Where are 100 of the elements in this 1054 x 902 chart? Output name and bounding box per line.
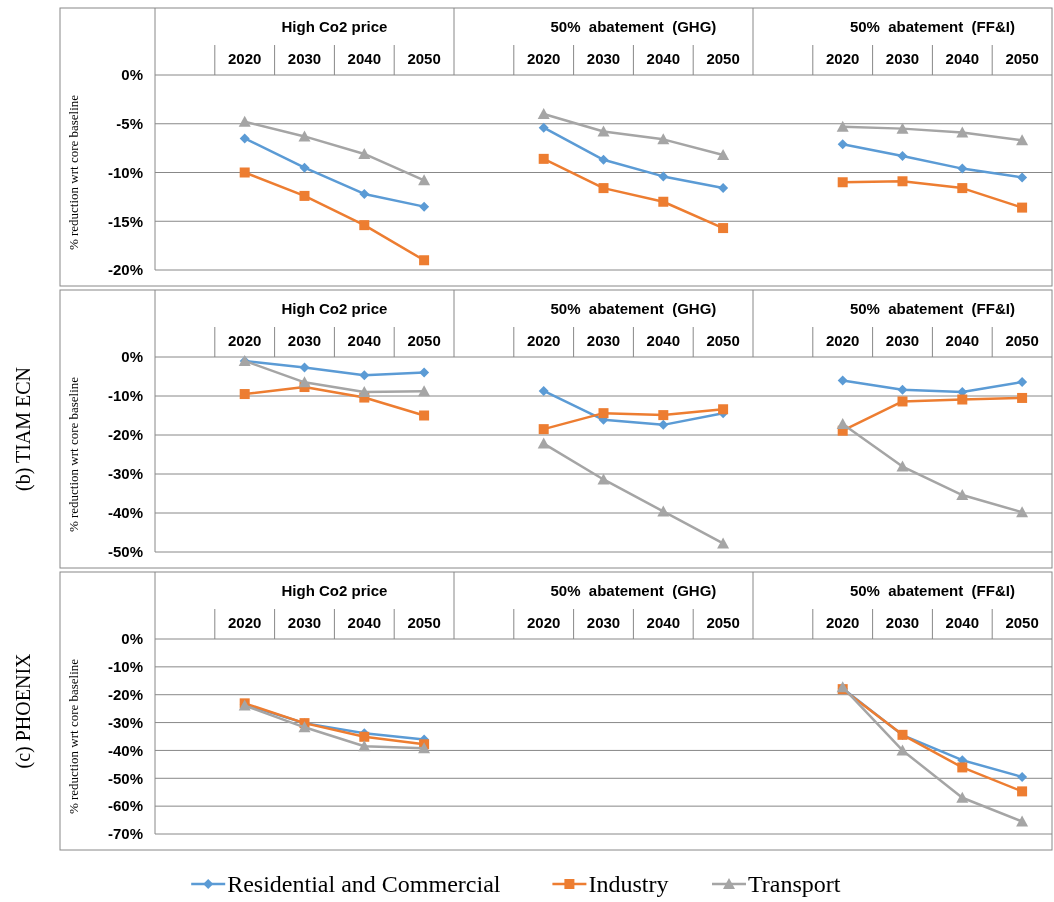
point [957, 183, 968, 194]
x-tick-label: 2030 [885, 332, 920, 349]
text: 50% abatement (FF&I) [849, 582, 1015, 599]
point [658, 196, 669, 207]
point [358, 386, 371, 398]
point [358, 147, 371, 159]
point [418, 742, 431, 754]
point [598, 154, 609, 165]
legend-label: Industry [588, 871, 669, 898]
point [957, 762, 968, 773]
point [718, 223, 729, 234]
y-tick-label: -60% [107, 797, 143, 815]
y-tick-label: -30% [107, 713, 143, 731]
x-tick-label: 2030 [287, 50, 322, 67]
y-tick-label: -5% [116, 115, 143, 132]
point [418, 174, 431, 186]
point [657, 133, 670, 145]
x-tick-label: 2040 [347, 50, 381, 67]
y-tick-label: -30% [107, 465, 143, 483]
point [897, 384, 908, 395]
point [359, 220, 370, 231]
point [419, 410, 430, 421]
point [418, 385, 431, 397]
text: (b) TIAM ECN [12, 366, 35, 492]
point [299, 362, 310, 373]
legend-label: Residential and Commercial [227, 871, 501, 898]
x-tick-label: 2050 [407, 50, 441, 67]
point [896, 460, 909, 472]
point [298, 130, 311, 142]
point [837, 177, 848, 188]
text: High Co2 price [281, 300, 388, 317]
y-axis-title: % reduction wrt core baseline [66, 376, 81, 533]
y-tick-label: -10% [107, 387, 143, 405]
x-tick-label: 2030 [885, 50, 920, 67]
x-tick-label: 2030 [586, 614, 621, 631]
x-tick-label: 2020 [527, 332, 561, 349]
x-tick-label: 2050 [706, 332, 740, 349]
y-tick-label: 0% [121, 66, 143, 84]
point [658, 410, 669, 421]
y-tick-label: -20% [107, 685, 143, 703]
x-tick-label: 2050 [1005, 614, 1039, 631]
point [1017, 392, 1028, 403]
point [897, 176, 908, 187]
point [537, 437, 550, 449]
x-tick-label: 2020 [826, 50, 860, 67]
y-tick-label: -20% [107, 426, 143, 444]
point [837, 139, 848, 150]
text: 50% abatement (FF&I) [849, 300, 1015, 317]
x-tick-label: 2050 [706, 50, 740, 67]
point [836, 120, 849, 132]
x-tick-label: 2040 [646, 50, 680, 67]
point [597, 473, 610, 485]
x-tick-label: 2020 [826, 614, 860, 631]
point [1016, 506, 1029, 518]
text: 50% abatement (GHG) [550, 18, 717, 35]
point [836, 418, 849, 430]
x-tick-label: 2020 [527, 50, 561, 67]
point [298, 376, 311, 388]
x-tick-label: 2030 [586, 332, 621, 349]
point [239, 167, 250, 178]
x-tick-label: 2020 [228, 50, 262, 67]
point [239, 133, 250, 144]
x-tick-label: 2050 [1005, 50, 1039, 67]
point [419, 255, 430, 266]
x-tick-label: 2030 [586, 50, 621, 67]
text: High Co2 price [281, 18, 388, 35]
x-tick-label: 2030 [287, 332, 322, 349]
x-tick-label: 2020 [527, 614, 561, 631]
point [658, 171, 669, 182]
legend-label: Transport [748, 871, 841, 898]
point [956, 791, 969, 803]
point [538, 153, 549, 164]
point [299, 190, 310, 201]
x-tick-label: 2050 [706, 614, 740, 631]
x-tick-label: 2050 [407, 332, 441, 349]
x-tick-label: 2050 [407, 614, 441, 631]
point [717, 537, 730, 549]
point [598, 408, 609, 419]
point [718, 404, 729, 415]
point [419, 201, 430, 212]
text: 50% abatement (GHG) [550, 300, 717, 317]
x-tick-label: 2040 [945, 50, 979, 67]
point [299, 162, 310, 173]
point [657, 505, 670, 517]
x-tick-label: 2040 [646, 332, 680, 349]
point [897, 150, 908, 161]
point [837, 375, 848, 386]
point [1016, 134, 1029, 146]
y-tick-label: 0% [121, 630, 143, 648]
point [298, 721, 311, 733]
text: 50% abatement (GHG) [550, 582, 717, 599]
y-tick-label: 0% [121, 348, 143, 366]
y-tick-label: -20% [107, 261, 143, 279]
x-tick-label: 2020 [228, 332, 262, 349]
point [897, 396, 908, 407]
y-tick-label: -15% [107, 212, 143, 230]
point [957, 394, 968, 405]
point [359, 188, 370, 199]
point [956, 489, 969, 501]
text: (c) PHOENIX [12, 652, 35, 769]
